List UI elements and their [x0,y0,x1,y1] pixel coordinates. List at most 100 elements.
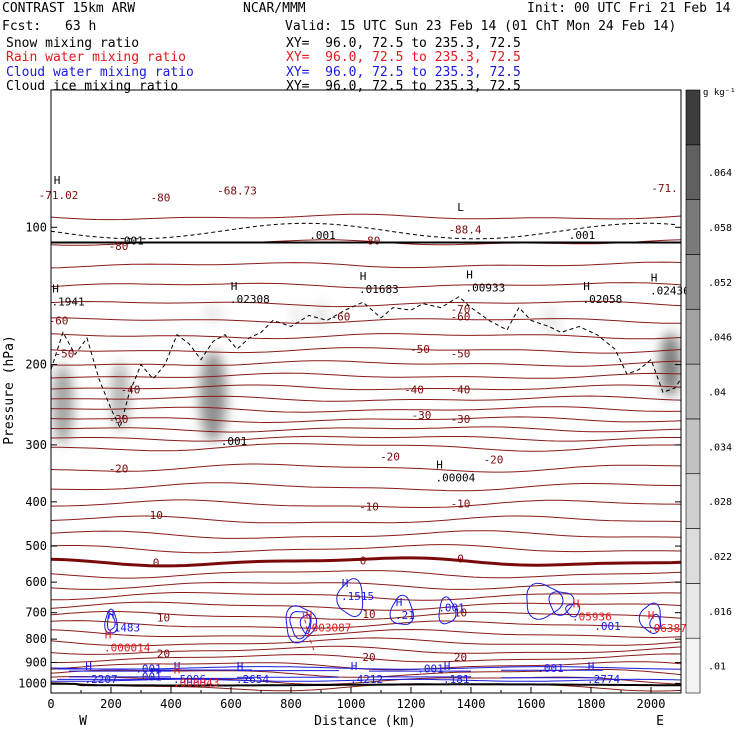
colorbar-tick-label-9: .064 [708,168,732,179]
cloud-water-label-0: .001 [438,602,465,615]
y-tick-label-1: 200 [25,358,47,372]
extremum-value-3: .00933 [466,281,506,294]
y-tick-label-3: 400 [25,495,47,509]
extremum-marker-1: H [231,280,238,293]
isotherm-label-5: -68.73 [217,184,257,197]
cloud-water-band-inner-3 [237,670,339,678]
extremum-marker-8: H [436,459,443,472]
cloud-water-contour-10 [565,603,581,618]
extremum-value-0: .1941 [52,296,85,309]
model-name: CONTRAST 15km ARW [2,1,136,16]
y-axis-label: Pressure (hPa) [2,335,17,445]
rain-contour-layer [302,612,316,654]
cloud-ice-label-0: .001 [117,235,144,248]
extremum-marker-0: H [52,283,59,296]
isotherm-line-7 [51,347,681,354]
extremum-marker-13: H [306,608,313,621]
extremum-marker-11: H [396,596,403,609]
extremum-value-4: .02058 [583,293,623,306]
colorbar-swatch-6 [685,308,701,365]
isotherm-line-5 [51,317,681,324]
snow-shade-7 [204,304,222,325]
isotherm-label-0: -80 [151,191,171,204]
isotherm-label-11: -50 [55,347,75,360]
cloud-water-band-inner-2 [150,669,252,679]
extremum-marker-14: H [573,597,580,610]
forecast-label: Fcst: [2,19,42,34]
colorbar-swatch-7 [685,254,701,310]
isotherm-line-20 [51,515,681,524]
extremum-value-20: .4212 [350,673,383,686]
extremum-value-12: .000014 [104,642,151,655]
cloud-water-label-1: .001 [594,620,621,633]
isotherm-label-27: 0 [360,555,367,568]
terrain-line [51,682,681,687]
isotherm-label-4: -71. [651,182,678,195]
isotherm-line-19 [51,499,681,508]
isotherm-label-1: -80 [361,235,381,248]
cloud-ice-label-1: .001 [309,229,336,242]
isotherm-label-12: -50 [410,343,430,356]
isotherm-line-2 [51,261,681,269]
isotherm-line-24 [51,570,681,579]
y-tick-label-6: 700 [25,606,47,620]
colorbar-swatch-2 [685,528,701,584]
rain-contour-0 [302,612,316,654]
colorbar-unit: g kg⁻¹ [703,88,736,98]
isotherm-label-25: -10 [451,497,471,510]
colorbar-swatch-5 [685,363,701,420]
extremum-marker-20: H [351,660,358,673]
extremum-marker-7: H [54,174,61,187]
isotherm-line-12 [51,406,681,413]
isotherm-line-14 [51,426,681,433]
isotherm-line-9 [51,372,681,379]
x-tick-label-4: 800 [280,697,302,711]
isotherm-line-11 [51,395,681,402]
cloud-water-contour-3 [289,610,311,640]
isotherm-label-18: -30 [412,409,432,422]
cloud-water-contour-1 [107,613,116,631]
isotherm-label-15: -40 [404,384,424,397]
x-tick-label-3: 600 [220,697,242,711]
cloud-water-band-inner-5 [501,669,603,679]
center-name: NCAR/MMM [243,1,306,16]
isotherm-label-20: -20 [380,450,400,463]
isotherm-line-31 [51,637,681,647]
y-tick-label-5: 600 [25,575,47,589]
isotherm-line-28 [51,611,681,620]
colorbar-tick-label-1: .016 [708,607,732,618]
isotherm-line-10 [51,384,681,391]
y-tick-label-2: 300 [25,438,47,452]
isotherm-label-7: -70 [451,303,471,316]
extremum-marker-15: H [648,609,655,622]
isotherm-label-33: 20 [362,651,375,664]
isotherm-label-34: 20 [454,651,467,664]
isotherm-label-21: -20 [109,462,129,475]
isotherm-line-18 [51,482,681,492]
colorbar-swatch-0 [685,637,701,694]
colorbar-tick-label-3: .028 [708,497,732,508]
extremum-value-13: .003087 [305,621,351,634]
cloud-water-contour-11 [638,602,661,635]
isotherm-label-16: -40 [451,384,471,397]
isotherm-line-6 [51,333,681,340]
extremum-value-22: .2774 [587,673,620,686]
extremum-marker-10: H [342,577,349,590]
isotherm-label-22: -20 [484,454,504,467]
colorbar: .01 .016 .022 .028 .034 .04 .046 .052 .058 .064 [685,89,732,694]
colorbar-swatch-3 [685,473,701,529]
field-xy-snow: XY= 96.0, 72.5 to 235.3, 72.5 [286,36,521,51]
colorbar-swatch-4 [685,418,701,475]
isotherm-label-24: -10 [359,500,379,513]
colorbar-swatch-1 [685,583,701,639]
isotherm-line-3 [51,282,681,289]
extremum-value-10: .1515 [341,590,374,603]
y-tick-label-8: 900 [25,655,47,669]
extremum-value-11: .21 [395,609,415,622]
extremum-marker-12: H [105,629,112,642]
cloud-water-contour-12 [649,613,662,630]
cloud-water-contour-6 [389,594,415,625]
isotherm-line-23 [51,556,681,568]
snow-shade-3 [660,332,681,397]
